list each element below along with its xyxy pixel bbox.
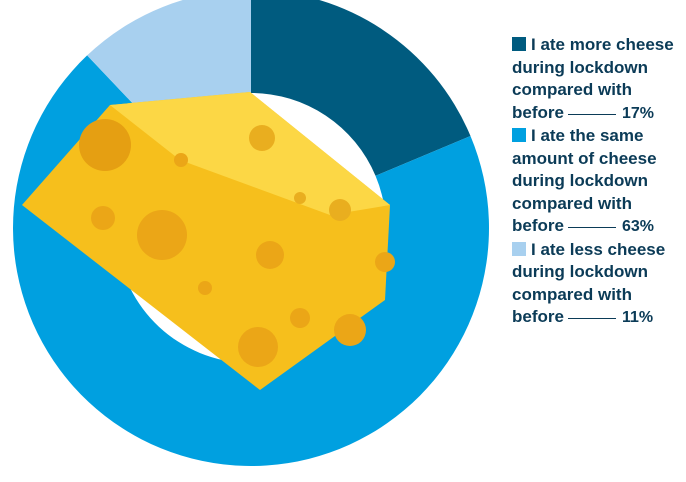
legend-swatch: [512, 128, 526, 142]
legend-label: I ate more cheese during lockdown compar…: [512, 35, 674, 122]
legend-entry: I ate the same amount of cheese during l…: [512, 125, 684, 239]
value-label: 11%: [621, 309, 654, 326]
cheese-illustration: [22, 92, 395, 390]
chart: [13, 0, 490, 466]
leader-line: [567, 227, 616, 228]
legend: I ate more cheese during lockdown compar…: [512, 34, 684, 330]
donut-slice: [251, 0, 471, 176]
legend-swatch: [512, 241, 526, 256]
legend-entry: I ate less cheese during lockdown compar…: [512, 239, 684, 330]
legend-label: I ate the same amount of cheese during l…: [512, 126, 657, 235]
legend-entry: I ate more cheese during lockdown compar…: [512, 34, 684, 125]
value-label: 63%: [621, 218, 654, 235]
legend-swatch: [512, 37, 526, 51]
leader-line: [567, 113, 616, 115]
value-label: 17%: [621, 104, 654, 122]
leader-line: [567, 318, 616, 319]
legend-label: I ate less cheese during lockdown compar…: [512, 239, 666, 327]
